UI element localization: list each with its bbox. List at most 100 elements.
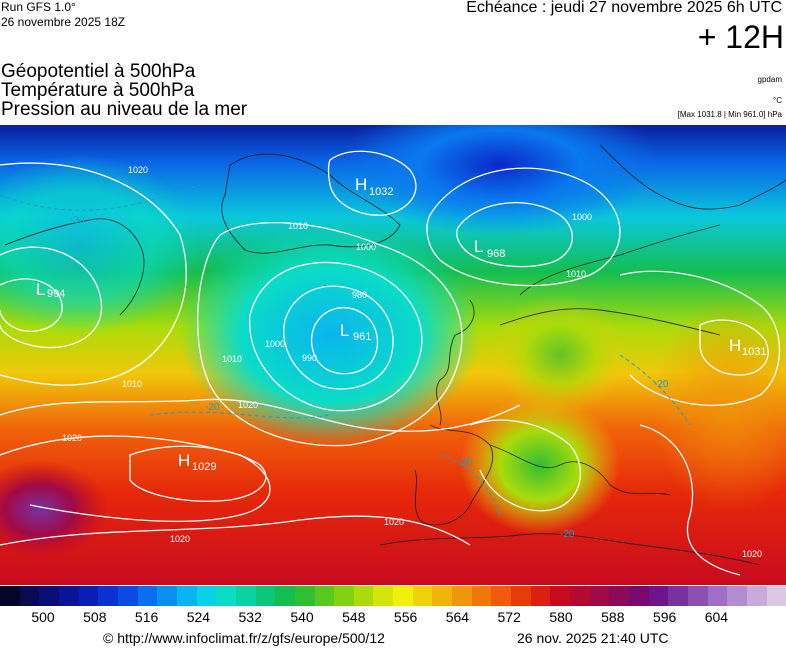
unit-gpdam: gpdam — [757, 75, 782, 84]
color-scale-swatch — [687, 586, 708, 606]
center-type: L — [474, 237, 483, 256]
color-scale-tick-label: 548 — [342, 609, 366, 625]
field-titles: Géopotentiel à 500hPa Température à 500h… — [1, 62, 247, 119]
color-scale-swatch — [629, 586, 649, 606]
isobar-label: 980 — [352, 290, 367, 300]
color-scale-tick-label: 580 — [549, 609, 573, 625]
trough-central-europe — [490, 295, 630, 415]
coast-scandinavia — [599, 144, 786, 210]
color-scale-swatch — [334, 586, 354, 606]
center-type: H — [729, 336, 741, 355]
isobar-label: 1000 — [572, 212, 592, 222]
color-scale-swatch — [39, 586, 59, 606]
color-scale-swatch — [530, 586, 551, 606]
isotherm-minus30 — [0, 184, 201, 211]
color-scale-swatch — [373, 586, 394, 606]
color-scale — [0, 586, 786, 606]
isobar-1020-south — [0, 515, 471, 546]
color-scale-tick-label: 532 — [238, 609, 262, 625]
pressure-center: L 968 — [474, 237, 505, 260]
color-scale-swatch — [393, 586, 413, 606]
trough-mediterranean — [460, 395, 620, 535]
color-scale-swatch — [707, 586, 728, 606]
isobar-label: 1000 — [356, 242, 376, 252]
color-scale-swatch — [570, 586, 590, 606]
coast-north-africa — [379, 533, 761, 566]
isobar-1000-west — [0, 246, 103, 349]
color-scale-swatch — [589, 586, 610, 606]
color-scale-swatch — [255, 586, 276, 606]
isobar-label: 1000 — [265, 339, 285, 349]
coast-british-isles — [436, 299, 475, 426]
color-scale-tick-label: 516 — [134, 609, 159, 625]
color-scale-swatch — [766, 586, 786, 606]
isotherms — [0, 184, 691, 516]
color-scale-swatch — [58, 586, 79, 606]
color-scale-swatch — [78, 586, 99, 606]
isobar-med-trough — [469, 419, 581, 512]
color-scale-swatch — [314, 586, 335, 606]
color-scale-swatch — [0, 586, 20, 606]
color-scale-swatch — [294, 586, 315, 606]
color-scale-tick-label: 564 — [445, 609, 470, 625]
color-scale-tick-label: 572 — [497, 609, 521, 625]
forecast-valid-time: Echéance : jeudi 27 novembre 2025 6h UTC — [466, 0, 782, 16]
field-temperature: Température à 500hPa — [1, 80, 195, 101]
color-scale-swatch — [609, 586, 629, 606]
color-scale-swatch — [727, 586, 747, 606]
isobar-label: 1010 — [288, 221, 308, 231]
isotherm-minus20-east — [619, 354, 691, 426]
isobar-label: 990 — [302, 353, 317, 363]
center-value: 1031 — [742, 346, 766, 358]
isobar-1020-east — [639, 424, 741, 576]
isobar-label: 1010 — [566, 269, 586, 279]
isobar-label: 1010 — [222, 354, 242, 364]
color-scale-swatch — [19, 586, 40, 606]
isotherm-label: -20 — [205, 402, 220, 413]
color-scale-swatch — [157, 586, 177, 606]
color-scale-tick-label: 500 — [31, 609, 55, 625]
pressure-center: L 994 — [36, 280, 65, 300]
color-scale-tick-label: 508 — [83, 609, 107, 625]
isobar-low-inner — [311, 307, 379, 375]
isobar-high-atlantic-outer — [0, 435, 271, 522]
isobar-label: 1020 — [128, 165, 148, 175]
weather-map[interactable]: H 1032 L 968 L 994 L 961 H 1031 H 1029 1… — [0, 125, 786, 585]
isotherm-minus20-atlantic — [149, 411, 331, 419]
pressure-center: H 1029 — [178, 451, 216, 473]
center-value: 1032 — [369, 186, 393, 198]
cold-pool-west — [0, 155, 200, 335]
field-geopotential: Géopotentiel à 500hPa — [1, 61, 196, 82]
run-model: Run GFS 1.0° — [1, 0, 76, 14]
isobar-label: 1020 — [384, 517, 404, 527]
color-scale-tick-label: 556 — [393, 609, 418, 625]
isotherm-label: -20 — [654, 379, 669, 390]
isobars — [0, 150, 780, 576]
run-info: Run GFS 1.0° 26 novembre 2025 18Z — [1, 0, 125, 30]
color-scale-tick-label: 596 — [652, 609, 677, 625]
field-pressure: Pression au niveau de la mer — [1, 99, 248, 120]
copyright-link[interactable]: © http://www.infoclimat.fr/z/gfs/europe/… — [103, 630, 385, 646]
color-scale-swatch — [746, 586, 767, 606]
isobar-low-outer — [249, 261, 423, 412]
isobar-label: 1010 — [122, 379, 142, 389]
pressure-center: H 1031 — [729, 336, 766, 358]
color-scale-swatch — [668, 586, 688, 606]
isobar-label: 1020 — [742, 549, 762, 559]
color-scale-swatch — [275, 586, 295, 606]
center-type: L — [36, 280, 45, 299]
cold-pool-scandinavia — [340, 125, 660, 235]
color-scale-swatch — [471, 586, 492, 606]
isobar-1020-west — [0, 162, 187, 386]
isobar-label: 1020 — [62, 433, 82, 443]
color-scale-tick-label: 588 — [601, 609, 625, 625]
forecast-horizon: + 12H — [697, 19, 784, 55]
isotherm-value-labels: -30 -20 -20 -20 -20 — [70, 215, 669, 540]
color-scale-tick-label: 604 — [704, 609, 729, 625]
isotherm-minus20-med — [439, 454, 501, 516]
isotherm-label: -20 — [560, 529, 575, 540]
isobar-1010-ring — [197, 222, 463, 447]
center-value: 961 — [353, 331, 371, 343]
color-scale-swatch — [491, 586, 512, 606]
color-scale-swatch — [550, 586, 571, 606]
